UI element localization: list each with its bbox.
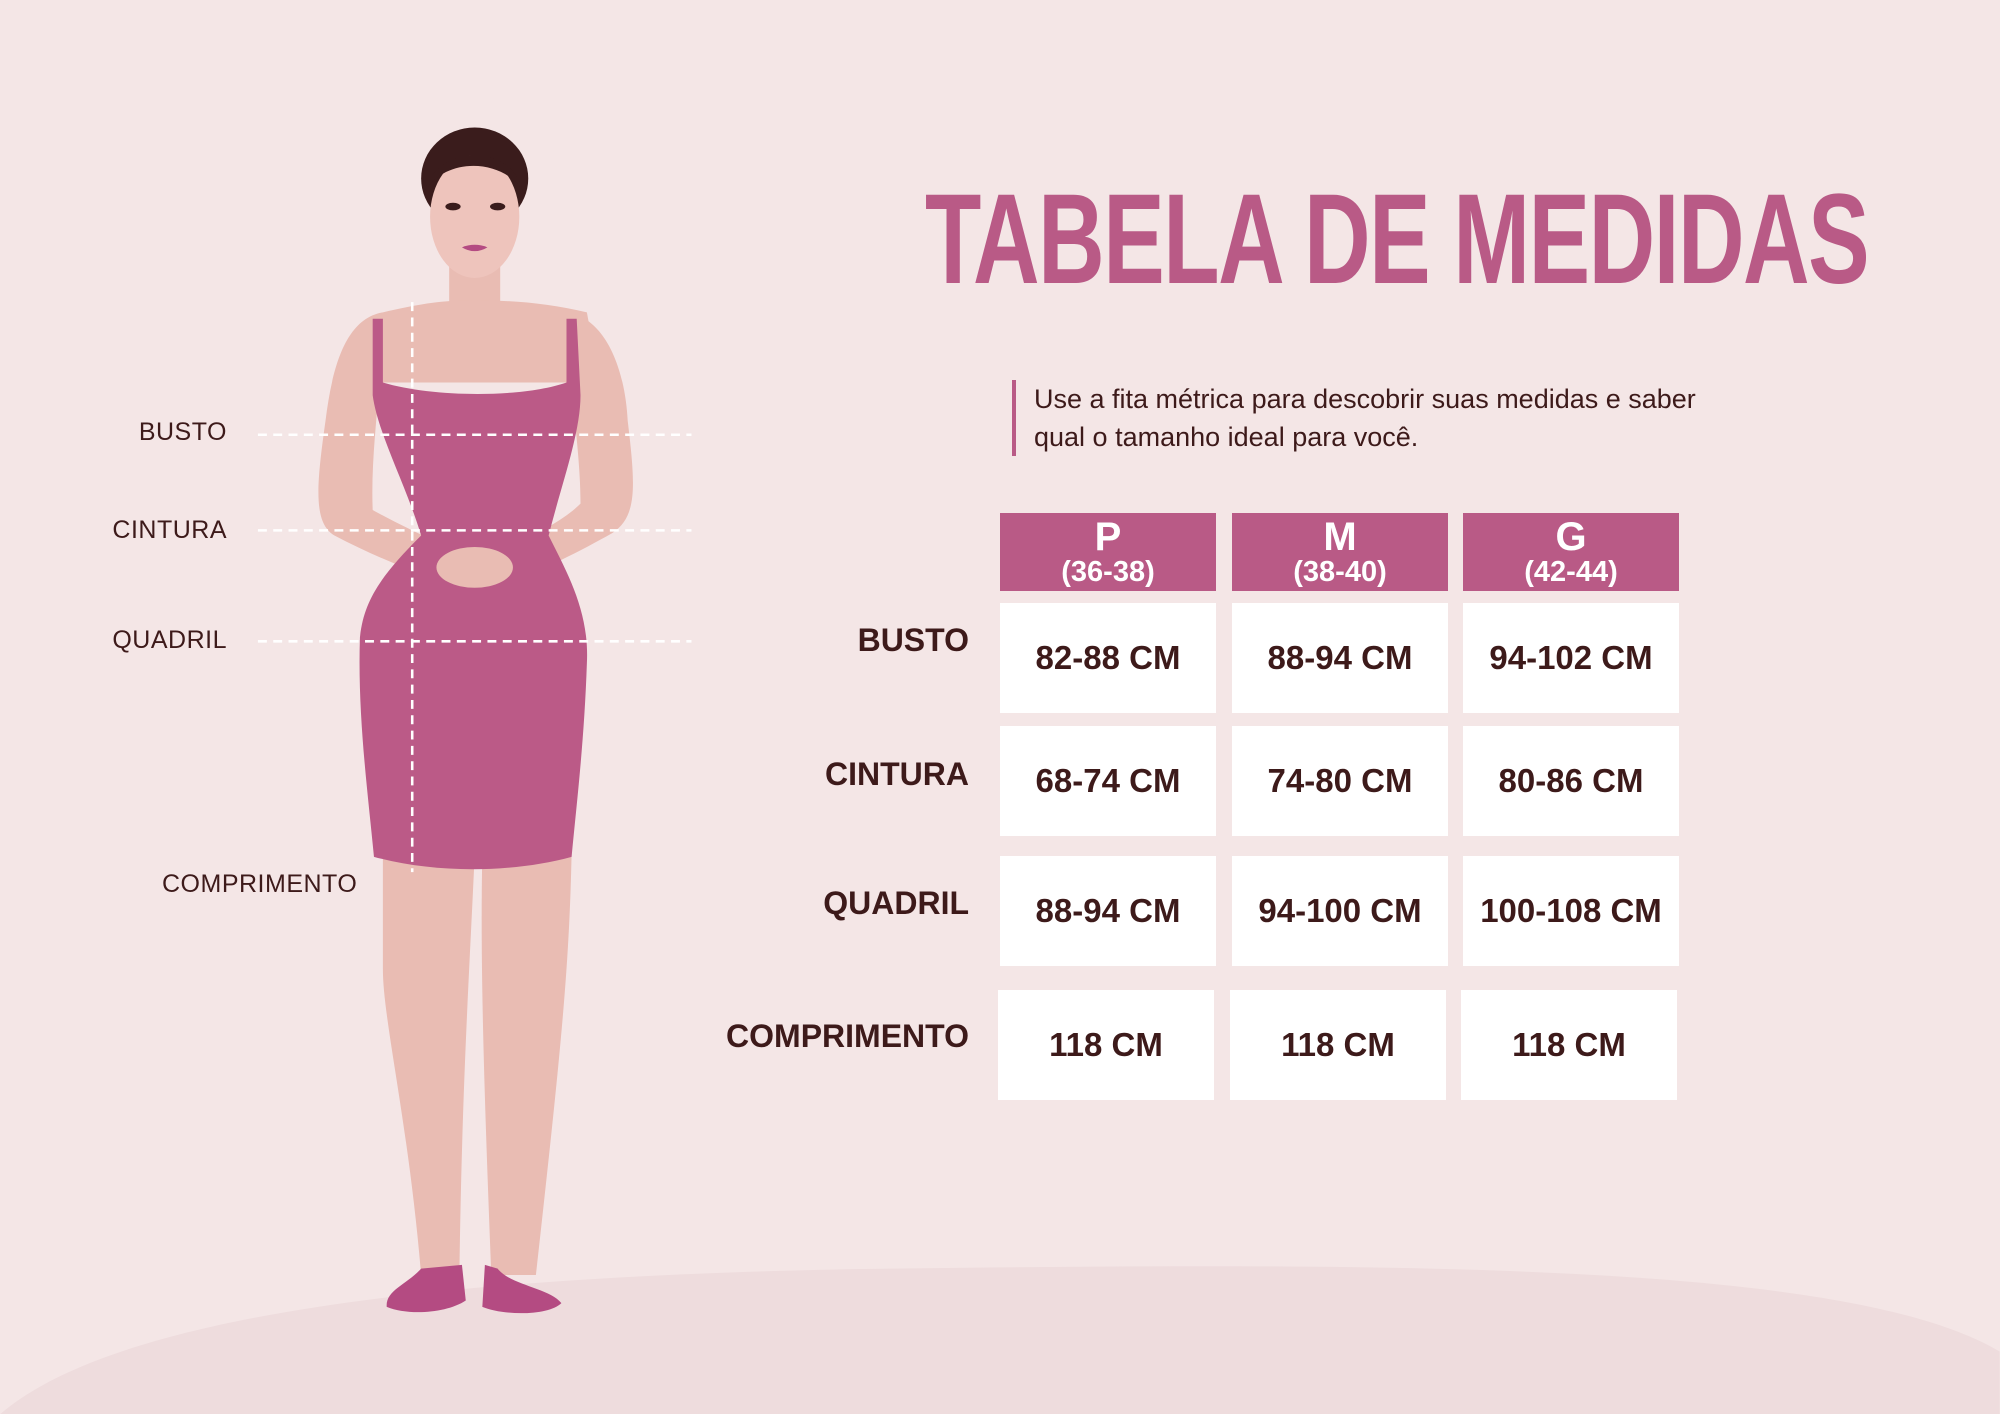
table-cell: 100-108 CM — [1463, 856, 1679, 966]
floor-shape — [0, 1266, 2000, 1414]
right-arm — [474, 312, 633, 590]
size-range: (42-44) — [1524, 556, 1618, 588]
column-header-p: P (36-38) — [1000, 513, 1216, 591]
table-cell: 94-100 CM — [1232, 856, 1448, 966]
lips — [461, 244, 488, 252]
size-label: M — [1323, 515, 1357, 559]
row-label-cintura: CINTURA — [825, 756, 969, 792]
table-cell: 88-94 CM — [1232, 603, 1448, 713]
right-shoe — [482, 1264, 562, 1314]
size-label: G — [1555, 515, 1587, 559]
table-cell: 80-86 CM — [1463, 726, 1679, 836]
figure-label-comprimento: COMPRIMENTO — [162, 870, 358, 898]
hair-fringe — [424, 155, 524, 192]
column-header-m: M (38-40) — [1232, 513, 1448, 591]
size-label: P — [1094, 515, 1122, 559]
dress — [359, 318, 588, 870]
table-cell: 74-80 CM — [1232, 726, 1448, 836]
face — [430, 155, 520, 278]
row-label-comprimento: COMPRIMENTO — [726, 1018, 969, 1054]
table-cell: 118 CM — [998, 990, 1214, 1100]
row-label-busto: BUSTO — [857, 622, 969, 658]
figure-label-quadril: QUADRIL — [112, 626, 227, 654]
hands — [436, 546, 513, 588]
size-range: (36-38) — [1061, 556, 1155, 588]
page-title: TABELA DE MEDIDAS — [925, 168, 1870, 311]
shoulders — [357, 300, 600, 383]
left-leg — [382, 854, 475, 1276]
table-cell: 68-74 CM — [1000, 726, 1216, 836]
figure-label-cintura: CINTURA — [112, 516, 227, 544]
left-eye — [445, 202, 461, 211]
table-cell: 118 CM — [1461, 990, 1677, 1100]
figure-label-busto: BUSTO — [138, 418, 227, 446]
column-header-g: G (42-44) — [1463, 513, 1679, 591]
row-label-quadril: QUADRIL — [823, 885, 969, 921]
left-shoe — [386, 1264, 466, 1313]
left-arm — [318, 312, 483, 590]
table-cell: 118 CM — [1230, 990, 1446, 1100]
size-range: (38-40) — [1293, 556, 1387, 588]
table-cell: 88-94 CM — [1000, 856, 1216, 966]
table-cell: 94-102 CM — [1463, 603, 1679, 713]
right-leg — [481, 854, 572, 1276]
right-eye — [489, 202, 506, 211]
subtitle: Use a fita métrica para descobrir suas m… — [1012, 380, 1734, 456]
table-cell: 82-88 CM — [1000, 603, 1216, 713]
